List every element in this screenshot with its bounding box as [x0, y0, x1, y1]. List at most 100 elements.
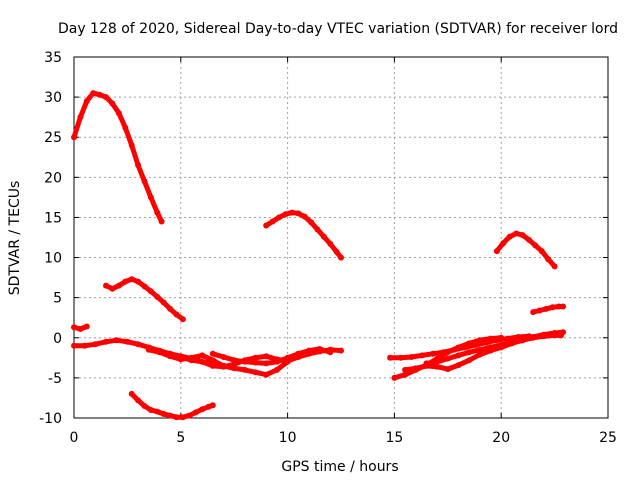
- data-point: [122, 278, 129, 285]
- series-arc3: [103, 276, 186, 323]
- data-point: [128, 142, 135, 149]
- data-point: [263, 222, 270, 229]
- data-point: [199, 406, 206, 413]
- y-tick-label: 15: [44, 210, 62, 226]
- data-point: [472, 342, 479, 348]
- data-point: [263, 371, 270, 378]
- data-point: [338, 254, 344, 261]
- data-point: [173, 414, 180, 421]
- data-point: [455, 362, 462, 369]
- data-point: [231, 357, 238, 364]
- data-point: [545, 256, 552, 263]
- data-point: [493, 337, 500, 344]
- data-point: [408, 354, 415, 360]
- data-point: [173, 311, 180, 318]
- y-tick-label: 0: [53, 331, 62, 347]
- data-point: [549, 304, 556, 311]
- series-arc2: [71, 323, 90, 332]
- data-point: [327, 240, 334, 247]
- data-point: [555, 303, 562, 310]
- data-point: [487, 344, 494, 351]
- data-point: [493, 248, 500, 255]
- data-point: [429, 350, 436, 357]
- data-point: [109, 285, 116, 292]
- data-point: [71, 324, 77, 331]
- data-point: [160, 299, 167, 306]
- chart-title: Day 128 of 2020, Sidereal Day-to-day VTE…: [58, 21, 618, 37]
- data-point: [282, 211, 289, 218]
- data-point: [186, 412, 193, 419]
- data-point: [188, 355, 195, 362]
- data-point: [444, 355, 451, 362]
- data-point: [397, 354, 404, 361]
- x-tick-label: 25: [599, 430, 617, 446]
- data-point: [220, 354, 227, 360]
- data-point: [506, 233, 513, 240]
- data-point: [419, 352, 426, 359]
- data-point: [500, 240, 507, 247]
- data-point: [498, 342, 505, 348]
- data-point: [103, 338, 109, 345]
- data-point: [241, 358, 248, 365]
- data-point: [252, 369, 259, 376]
- data-point: [209, 402, 216, 409]
- data-point: [538, 248, 545, 255]
- data-point: [333, 248, 340, 255]
- data-point: [295, 210, 302, 217]
- data-point: [308, 219, 315, 226]
- data-point: [141, 283, 148, 290]
- data-point: [199, 352, 206, 359]
- x-tick-label: 20: [492, 430, 510, 446]
- data-point: [558, 332, 564, 339]
- x-tick-label: 5: [176, 430, 185, 446]
- data-point: [209, 357, 216, 364]
- data-point: [263, 353, 270, 360]
- data-point: [466, 357, 473, 364]
- data-point: [115, 282, 122, 289]
- data-point: [530, 309, 537, 316]
- data-point: [455, 352, 462, 359]
- plot-frame: [73, 56, 609, 419]
- data-point: [301, 213, 308, 220]
- y-tick-label: 10: [44, 251, 62, 267]
- series-arc7: [209, 346, 334, 367]
- data-point: [269, 218, 276, 225]
- data-point: [124, 338, 131, 345]
- data-point: [504, 335, 511, 342]
- data-point: [156, 349, 163, 356]
- data-point: [128, 390, 135, 397]
- data-point: [135, 162, 142, 169]
- data-point: [532, 242, 539, 249]
- data-point: [77, 114, 84, 121]
- x-tick-labels: 0 5 10 15 20 25: [70, 430, 617, 446]
- data-point: [402, 371, 409, 378]
- series-arc6: [167, 346, 344, 370]
- data-point: [147, 194, 154, 201]
- data-point: [543, 305, 550, 312]
- y-tick-label: 25: [44, 130, 62, 146]
- data-point: [109, 100, 116, 107]
- x-tick-label: 0: [70, 430, 79, 446]
- data-point: [220, 363, 227, 370]
- data-point: [81, 342, 88, 349]
- data-point: [167, 305, 174, 312]
- data-point: [434, 363, 441, 370]
- data-point: [263, 360, 270, 367]
- y-tick-label: 20: [44, 170, 62, 186]
- data-point: [483, 339, 490, 346]
- x-tick-label: 15: [385, 430, 403, 446]
- data-point: [444, 366, 451, 373]
- data-point: [92, 341, 99, 348]
- x-tick-label: 10: [279, 430, 297, 446]
- data-point: [141, 178, 148, 185]
- data-point: [461, 344, 468, 351]
- series-arc9: [263, 209, 344, 261]
- data-point: [147, 288, 154, 295]
- data-point: [476, 351, 483, 358]
- data-point: [526, 236, 532, 243]
- data-point: [530, 334, 537, 341]
- data-point: [451, 346, 458, 353]
- series-line: [494, 231, 558, 269]
- data-point: [113, 337, 120, 344]
- data-point: [158, 218, 165, 225]
